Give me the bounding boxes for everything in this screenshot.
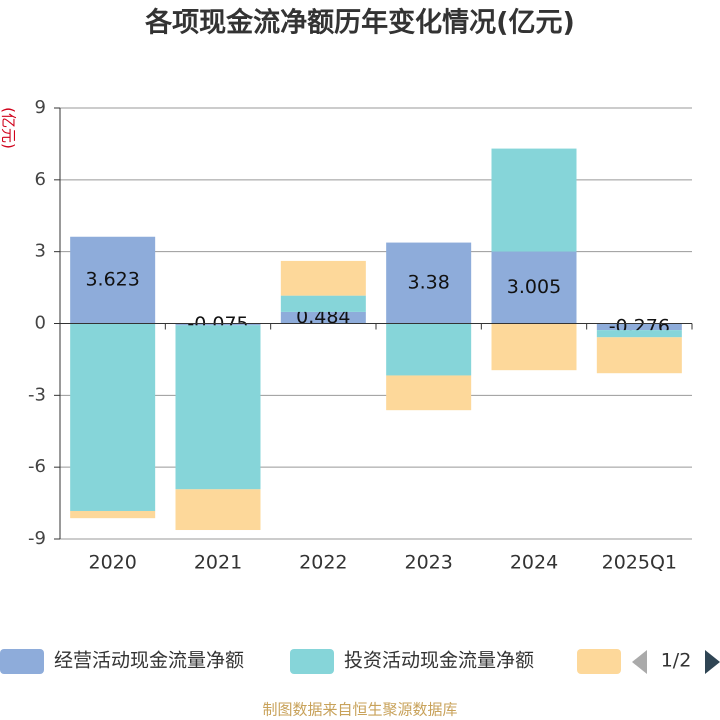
legend-label: 经营活动现金流量净额 [54,650,244,672]
bar-segment [491,148,577,252]
legend-swatch [290,649,334,674]
legend-prev[interactable] [632,650,647,674]
y-axis-label: (亿元) [0,107,18,149]
x-tick-label: 2025Q1 [602,552,677,574]
bar-segment [596,337,682,374]
legend-next[interactable] [705,650,720,674]
bar-segment [280,260,366,296]
y-tick-label: 9 [35,97,46,118]
bar-segment [70,510,156,519]
bar-segment [70,323,156,511]
y-tick-label: 0 [35,313,46,334]
bar-segment [175,323,261,326]
bar-segment [280,311,366,324]
legend-label: 投资活动现金流量净额 [344,650,534,672]
y-tick-label: -6 [28,456,46,477]
data-label: 3.623 [85,269,139,291]
legend-swatch [577,649,621,674]
bar-segment [491,251,577,324]
bar-segment [596,330,682,338]
bar-segment [386,242,472,324]
bar-segment [175,325,261,490]
y-tick-label: -9 [28,528,46,549]
source-note: 制图数据来自恒生聚源数据库 [262,701,457,719]
data-label: 3.005 [507,276,561,298]
y-tick-label: 3 [35,241,46,262]
data-label: 3.38 [408,272,450,294]
bar-segment [386,323,472,376]
legend-page: 1/2 [661,650,692,672]
x-tick-label: 2020 [88,552,136,574]
y-tick-label: 6 [35,169,46,190]
legend-swatch [0,649,44,674]
y-tick-label: -3 [28,384,46,405]
bar-segment [70,236,156,324]
x-tick-label: 2022 [299,552,347,574]
x-tick-label: 2021 [194,552,242,574]
bar-segment [491,323,577,371]
bar-segment [386,375,472,411]
bar-segment [596,323,682,331]
bar-segment [175,489,261,531]
bar-segment [280,295,366,312]
x-tick-label: 2023 [404,552,452,574]
chart-title: 各项现金流净额历年变化情况(亿元) [144,7,575,39]
x-tick-label: 2024 [510,552,558,574]
